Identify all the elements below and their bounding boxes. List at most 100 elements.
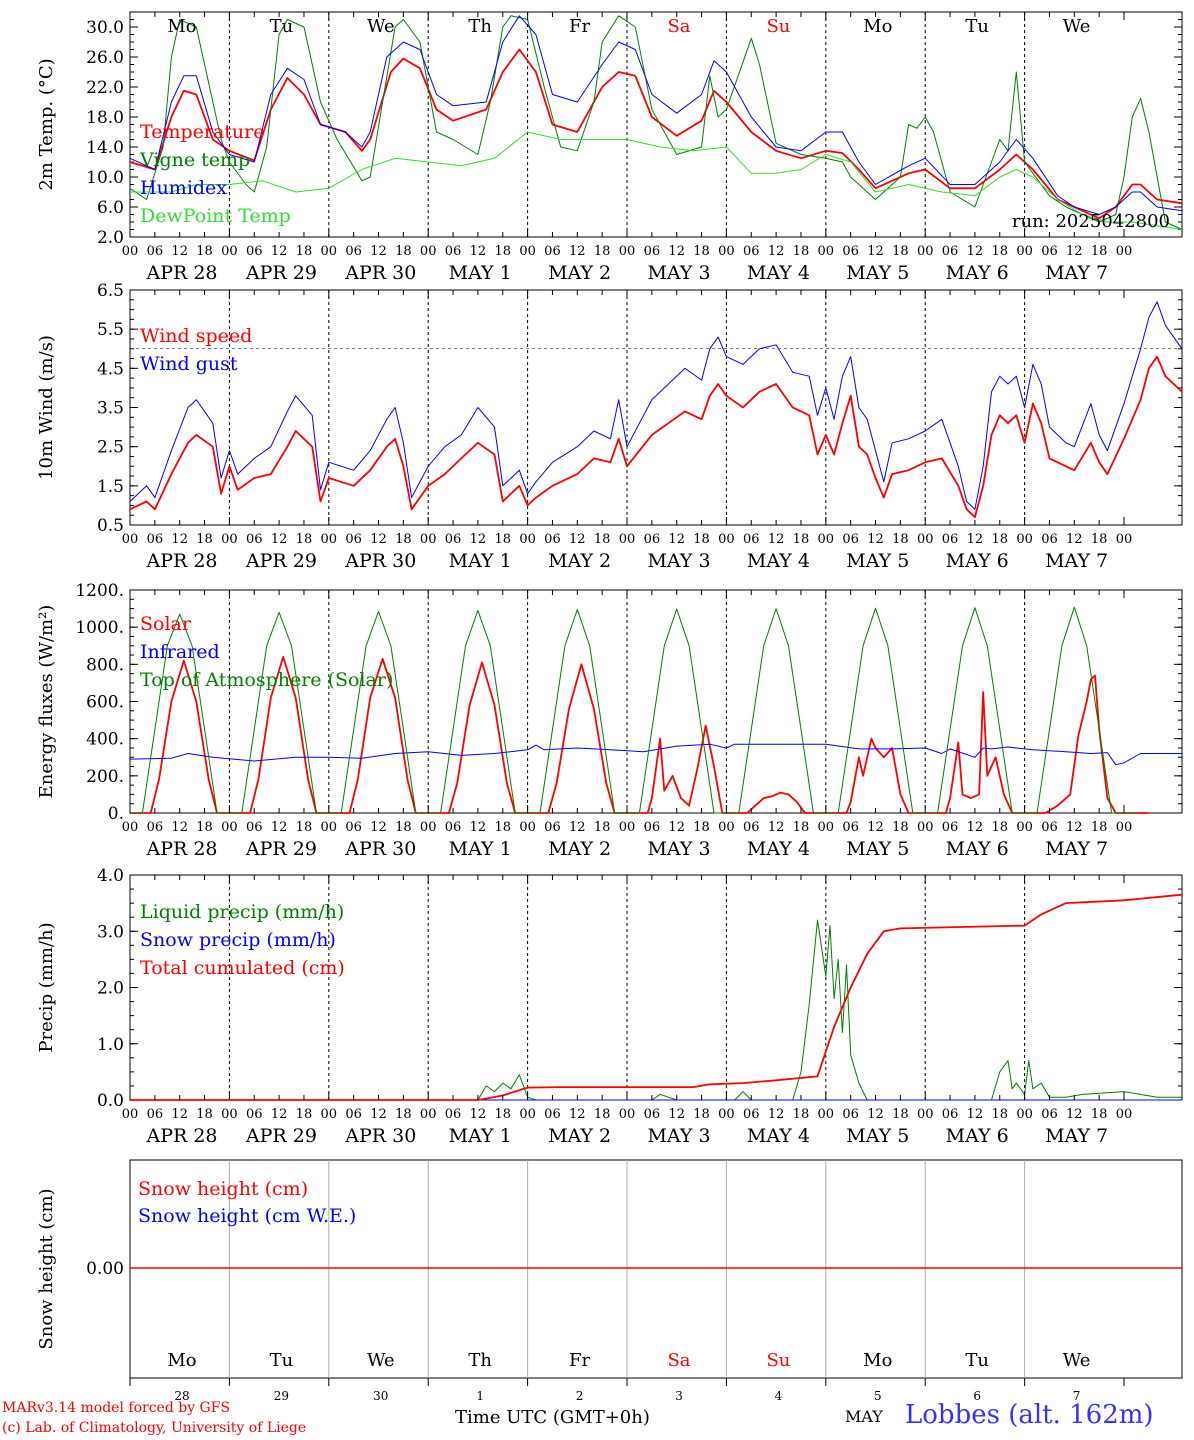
hour-tick-label: 06 bbox=[743, 1107, 760, 1122]
hour-tick-label: 00 bbox=[122, 532, 139, 547]
hour-tick-label: 18 bbox=[793, 820, 810, 835]
hour-tick-label: 06 bbox=[246, 1107, 263, 1122]
hour-tick-label: 00 bbox=[619, 820, 636, 835]
hour-tick-label: 18 bbox=[991, 820, 1008, 835]
hour-tick-label: 18 bbox=[196, 1107, 213, 1122]
y-tick-label: 0. bbox=[108, 804, 124, 824]
day-date-label: MAY 1 bbox=[449, 550, 512, 572]
hour-tick-label: 12 bbox=[668, 532, 685, 547]
day-date-label: MAY 7 bbox=[1045, 838, 1108, 860]
hour-tick-label: 18 bbox=[793, 1107, 810, 1122]
y-tick-label: 1.5 bbox=[97, 477, 124, 497]
hour-tick-label: 12 bbox=[171, 820, 188, 835]
hour-tick-label: 00 bbox=[1116, 820, 1133, 835]
hour-tick-label: 18 bbox=[892, 244, 909, 259]
series-line-2 bbox=[130, 606, 1137, 814]
hour-tick-label: 00 bbox=[917, 1107, 934, 1122]
hour-tick-label: 00 bbox=[420, 244, 437, 259]
station-label: Lobbes (alt. 162m) bbox=[905, 1400, 1154, 1430]
hour-tick-label: 06 bbox=[1041, 820, 1058, 835]
hour-tick-label: 06 bbox=[544, 1107, 561, 1122]
hour-tick-label: 12 bbox=[470, 532, 487, 547]
hour-tick-label: 12 bbox=[967, 244, 984, 259]
hour-tick-label: 06 bbox=[842, 532, 859, 547]
hour-tick-label: 00 bbox=[1116, 532, 1133, 547]
y-tick-label: 30.0 bbox=[86, 18, 124, 38]
hour-tick-label: 00 bbox=[519, 532, 536, 547]
bottom-month-label: MAY bbox=[845, 1407, 883, 1426]
y-tick-label: 3.5 bbox=[97, 399, 124, 419]
day-date-label: MAY 6 bbox=[946, 838, 1009, 860]
hour-tick-label: 00 bbox=[818, 1107, 835, 1122]
hour-tick-label: 12 bbox=[967, 1107, 984, 1122]
hour-tick-label: 00 bbox=[818, 820, 835, 835]
hour-tick-label: 00 bbox=[122, 820, 139, 835]
hour-tick-label: 18 bbox=[1091, 532, 1108, 547]
hour-tick-label: 00 bbox=[1016, 1107, 1033, 1122]
hour-tick-label: 12 bbox=[867, 532, 884, 547]
day-number-label: 7 bbox=[1073, 1389, 1081, 1403]
y-tick-label: 2.0 bbox=[97, 228, 124, 248]
hour-tick-label: 12 bbox=[967, 820, 984, 835]
hour-tick-label: 06 bbox=[644, 1107, 661, 1122]
hour-tick-label: 18 bbox=[494, 532, 511, 547]
hour-tick-label: 18 bbox=[594, 244, 611, 259]
weekday-label: We bbox=[367, 1350, 395, 1371]
day-date-label: MAY 5 bbox=[846, 550, 909, 572]
hour-tick-label: 18 bbox=[693, 820, 710, 835]
day-date-label: MAY 3 bbox=[647, 838, 710, 860]
hour-tick-label: 12 bbox=[867, 244, 884, 259]
hour-tick-label: 12 bbox=[370, 820, 387, 835]
hour-tick-label: 18 bbox=[395, 532, 412, 547]
hour-tick-label: 18 bbox=[892, 820, 909, 835]
y-tick-label: 18.0 bbox=[86, 108, 124, 128]
series-line-1 bbox=[129, 743, 1182, 766]
day-date-label: APR 30 bbox=[344, 838, 416, 860]
weekday-label: We bbox=[1063, 16, 1091, 37]
hour-tick-label: 12 bbox=[470, 244, 487, 259]
hour-tick-label: 00 bbox=[321, 1107, 338, 1122]
hour-tick-label: 12 bbox=[171, 244, 188, 259]
day-date-label: MAY 6 bbox=[946, 1125, 1009, 1147]
weekday-label: Sa bbox=[667, 16, 690, 37]
hour-tick-label: 18 bbox=[991, 244, 1008, 259]
day-number-label: 29 bbox=[274, 1389, 289, 1403]
hour-tick-label: 00 bbox=[221, 244, 238, 259]
series-line-0 bbox=[130, 919, 1182, 1101]
day-number-label: 2 bbox=[576, 1389, 584, 1403]
hour-tick-label: 00 bbox=[122, 244, 139, 259]
hour-tick-label: 00 bbox=[917, 532, 934, 547]
day-date-label: MAY 1 bbox=[449, 1125, 512, 1147]
hour-tick-label: 06 bbox=[644, 532, 661, 547]
hour-tick-label: 18 bbox=[196, 244, 213, 259]
hour-tick-label: 12 bbox=[1066, 820, 1083, 835]
day-date-label: APR 30 bbox=[344, 550, 416, 572]
weekday-label: We bbox=[367, 16, 395, 37]
weekday-label: Tu bbox=[270, 1350, 294, 1371]
hour-tick-label: 18 bbox=[395, 1107, 412, 1122]
series-line-2 bbox=[130, 893, 1183, 1101]
hour-tick-label: 00 bbox=[718, 532, 735, 547]
hour-tick-label: 18 bbox=[494, 244, 511, 259]
hour-tick-label: 06 bbox=[445, 1107, 462, 1122]
day-date-label: APR 29 bbox=[245, 262, 317, 284]
hour-tick-label: 12 bbox=[370, 244, 387, 259]
day-date-label: MAY 3 bbox=[647, 262, 710, 284]
day-date-label: MAY 2 bbox=[548, 550, 611, 572]
hour-tick-label: 00 bbox=[718, 244, 735, 259]
hour-tick-label: 18 bbox=[196, 532, 213, 547]
hour-tick-label: 18 bbox=[494, 1107, 511, 1122]
hour-tick-label: 18 bbox=[1091, 820, 1108, 835]
hour-tick-label: 18 bbox=[594, 532, 611, 547]
legend-entry: DewPoint Temp bbox=[140, 205, 291, 227]
y-tick-label: 4.5 bbox=[97, 359, 124, 379]
hour-tick-label: 18 bbox=[594, 820, 611, 835]
hour-tick-label: 18 bbox=[296, 244, 313, 259]
hour-tick-label: 12 bbox=[1066, 244, 1083, 259]
weekday-label: Sa bbox=[667, 1350, 690, 1371]
day-date-label: MAY 5 bbox=[846, 1125, 909, 1147]
hour-tick-label: 06 bbox=[147, 532, 164, 547]
day-number-label: 5 bbox=[874, 1389, 882, 1403]
hour-tick-label: 12 bbox=[470, 820, 487, 835]
